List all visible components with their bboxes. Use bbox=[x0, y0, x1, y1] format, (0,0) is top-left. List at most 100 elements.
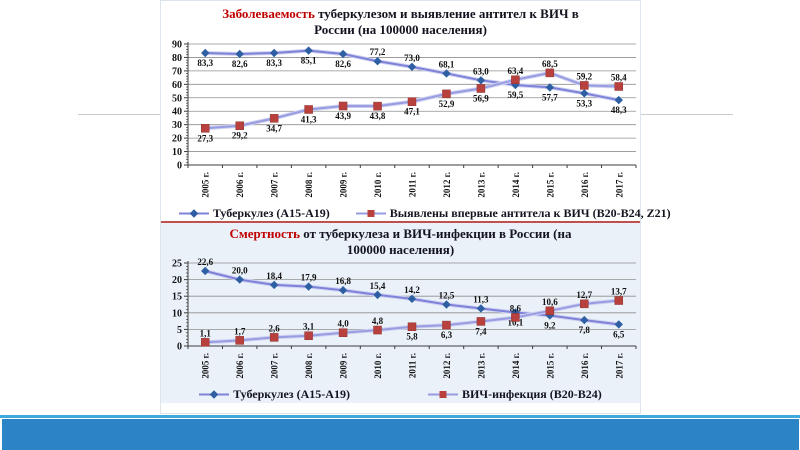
data-point-label: 82,6 bbox=[335, 59, 351, 69]
data-point-marker bbox=[614, 296, 624, 305]
data-point-label: 9,2 bbox=[544, 320, 556, 330]
y-axis-tick-label: 15 bbox=[172, 292, 182, 303]
diamond-marker-icon bbox=[199, 389, 230, 399]
data-point-label: 20,0 bbox=[232, 266, 248, 276]
data-point-label: 29,2 bbox=[232, 131, 248, 141]
data-point-label: 73,0 bbox=[404, 53, 420, 63]
data-point-label: 59,5 bbox=[508, 90, 524, 100]
x-axis-tick-label: 2017 г. bbox=[614, 172, 624, 198]
data-point-marker bbox=[338, 101, 348, 111]
data-point-marker bbox=[200, 338, 210, 347]
y-axis-tick-label: 10 bbox=[172, 147, 182, 158]
data-point-label: 1,1 bbox=[200, 328, 212, 338]
y-axis-tick-label: 0 bbox=[177, 342, 182, 353]
data-point-marker bbox=[580, 299, 589, 309]
title-rest: туберкулезом и выявление антител к ВИЧ в… bbox=[314, 6, 579, 37]
data-point-marker bbox=[304, 331, 313, 340]
data-point-marker bbox=[407, 97, 417, 106]
incidence-chart: 0 10 20 30 40 50 60 70 80 90 2005 г. 2006 г. 2007 г.… bbox=[172, 40, 637, 198]
legend-label: Туберкулез (А15-А19) bbox=[233, 386, 350, 401]
y-axis-tick-label: 50 bbox=[172, 93, 182, 104]
title-rest: от туберкулеза и ВИЧ-инфекции в России (… bbox=[300, 226, 572, 257]
data-point-marker bbox=[269, 333, 279, 342]
data-point-label: 27,3 bbox=[197, 133, 213, 143]
data-point-label: 4,0 bbox=[337, 319, 349, 329]
data-point-label: 53,3 bbox=[576, 98, 592, 108]
data-point-marker bbox=[407, 62, 417, 72]
x-axis-tick-label: 2010 г. bbox=[373, 172, 383, 198]
data-point-marker bbox=[269, 280, 279, 290]
data-point-label: 18,4 bbox=[266, 271, 282, 281]
data-point-marker bbox=[442, 89, 451, 99]
x-axis-tick-label: 2014 г. bbox=[511, 353, 521, 379]
data-point-marker bbox=[373, 57, 382, 66]
y-axis-tick-label: 40 bbox=[172, 107, 182, 118]
diamond-marker-icon bbox=[179, 208, 209, 218]
legend-item-hiv-antibodies: Выявлены впервые антитела к ВИЧ (В20-В24… bbox=[355, 206, 671, 221]
data-point-label: 59,2 bbox=[576, 71, 592, 81]
mortality-chart-title: Смертность от туберкулеза и ВИЧ-инфекции… bbox=[227, 223, 575, 257]
data-point-label: 10,6 bbox=[542, 297, 558, 307]
data-point-label: 2,6 bbox=[269, 323, 281, 333]
square-marker-icon bbox=[427, 390, 458, 398]
x-axis-tick-label: 2008 г. bbox=[304, 353, 314, 379]
x-axis-tick-label: 2010 г. bbox=[373, 353, 383, 379]
y-axis-tick-label: 5 bbox=[177, 325, 182, 336]
data-point-marker bbox=[338, 328, 348, 337]
data-point-label: 82,6 bbox=[232, 59, 248, 69]
data-point-label: 12,5 bbox=[439, 291, 455, 301]
mortality-chart: 0 5 10 15 20 25 2005 г. 2006 г. 2007 г. 2008 г. 20… bbox=[172, 257, 637, 379]
data-point-marker bbox=[269, 114, 279, 123]
data-point-marker bbox=[511, 75, 520, 85]
data-point-marker bbox=[545, 68, 555, 78]
x-axis-tick-label: 2017 г. bbox=[614, 353, 624, 379]
data-point-label: 41,3 bbox=[301, 114, 317, 124]
data-point-marker bbox=[304, 105, 313, 114]
x-axis-tick-label: 2012 г. bbox=[442, 353, 452, 379]
data-point-marker bbox=[304, 46, 313, 55]
data-point-label: 5,8 bbox=[406, 332, 418, 342]
y-axis-tick-label: 25 bbox=[172, 259, 182, 270]
x-axis-tick-label: 2011 г. bbox=[408, 172, 418, 197]
data-point-marker bbox=[442, 300, 451, 309]
data-point-marker bbox=[235, 49, 244, 59]
data-point-marker bbox=[580, 315, 589, 325]
x-axis-tick-label: 2011 г. bbox=[408, 353, 418, 378]
y-axis-tick-label: 70 bbox=[172, 66, 182, 77]
y-axis-tick-label: 30 bbox=[172, 120, 182, 131]
data-point-label: 56,9 bbox=[473, 94, 489, 104]
decorative-line-right bbox=[641, 114, 733, 115]
data-point-marker bbox=[235, 336, 244, 345]
x-axis-tick-label: 2016 г. bbox=[580, 353, 590, 379]
data-point-label: 4,8 bbox=[372, 316, 384, 326]
data-point-label: 8,6 bbox=[510, 303, 522, 313]
y-axis-tick-label: 20 bbox=[172, 275, 182, 286]
data-point-label: 16,8 bbox=[335, 276, 351, 286]
y-axis-tick-label: 80 bbox=[172, 53, 182, 64]
x-axis-tick-label: 2016 г. bbox=[580, 172, 590, 198]
mortality-chart-legend: Туберкулез (А15-А19) ВИЧ-инфекция (В20-В… bbox=[161, 385, 640, 403]
data-point-marker bbox=[476, 84, 486, 93]
data-point-marker bbox=[304, 282, 313, 291]
red-divider-line bbox=[161, 221, 640, 223]
data-point-label: 43,8 bbox=[370, 111, 386, 121]
x-axis-tick-label: 2005 г. bbox=[201, 172, 211, 198]
charts-panel: Заболеваемость туберкулезом и выявление … bbox=[160, 0, 671, 414]
incidence-chart-legend: Туберкулез (А15-А19) Выявлены впервые ан… bbox=[161, 205, 671, 221]
data-point-label: 63,4 bbox=[508, 66, 524, 76]
x-axis-tick-label: 2012 г. bbox=[442, 172, 452, 198]
x-axis-tick-label: 2007 г. bbox=[270, 353, 280, 379]
data-point-marker bbox=[200, 124, 210, 133]
data-point-label: 68,5 bbox=[542, 59, 558, 69]
data-point-label: 34,7 bbox=[266, 123, 282, 133]
data-point-marker bbox=[580, 81, 589, 90]
incidence-chart-title: Заболеваемость туберкулезом и выявление … bbox=[201, 1, 601, 39]
bottom-accent-bar bbox=[2, 419, 799, 450]
data-point-marker bbox=[235, 275, 244, 284]
data-point-marker bbox=[201, 48, 210, 58]
legend-item-tuberculosis: Туберкулез (А15-А19) bbox=[199, 387, 350, 402]
data-point-label: 6,3 bbox=[441, 330, 453, 340]
data-point-marker bbox=[476, 304, 486, 313]
data-point-marker bbox=[407, 294, 417, 304]
title-highlight: Смертность bbox=[229, 226, 301, 241]
